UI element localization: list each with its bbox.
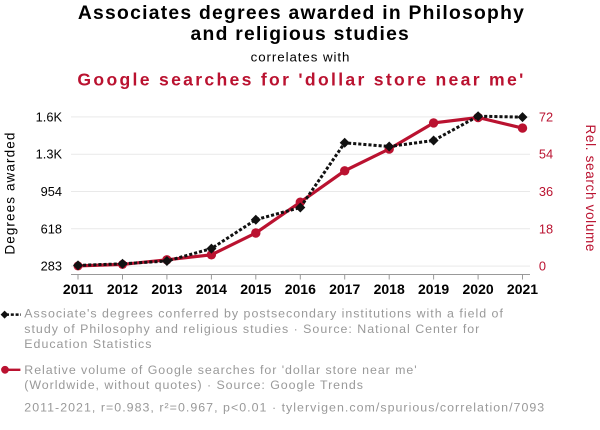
svg-text:954: 954 [41,184,62,199]
svg-text:2016: 2016 [285,281,316,297]
svg-text:and religious studies: and religious studies [191,24,411,45]
svg-text:618: 618 [41,221,62,236]
svg-text:36: 36 [539,184,553,199]
svg-text:2017: 2017 [329,281,360,297]
svg-text:2011-2021, r=0.983, r²=0.967,: 2011-2021, r=0.983, r²=0.967, p<0.01 · t… [24,400,545,414]
svg-text:2013: 2013 [151,281,182,297]
svg-text:0: 0 [539,259,546,274]
svg-text:2019: 2019 [418,281,449,297]
svg-text:2011: 2011 [63,281,94,297]
svg-text:283: 283 [41,259,62,274]
svg-text:Google searches for 'dollar st: Google searches for 'dollar store near m… [77,69,525,89]
svg-text:18: 18 [539,221,553,236]
svg-text:2015: 2015 [240,281,271,297]
svg-text:2018: 2018 [374,281,405,297]
svg-text:study of Philosophy and religi: study of Philosophy and religious studie… [24,322,480,336]
svg-text:2020: 2020 [463,281,494,297]
svg-text:72: 72 [539,109,553,124]
svg-text:2012: 2012 [107,281,138,297]
svg-text:Associates degrees awarded in: Associates degrees awarded in Philosophy [78,3,525,24]
svg-text:Degrees awarded: Degrees awarded [3,132,18,255]
svg-text:2014: 2014 [196,281,227,297]
svg-text:Rel. search volume: Rel. search volume [583,124,598,252]
svg-text:Relative volume of Google sear: Relative volume of Google searches for '… [24,363,417,377]
svg-text:Associate's degrees conferred: Associate's degrees conferred by postsec… [24,307,504,321]
svg-text:correlates with: correlates with [251,50,351,65]
svg-text:Education Statistics: Education Statistics [24,337,152,351]
svg-text:54: 54 [539,147,553,162]
svg-text:2021: 2021 [507,281,538,297]
svg-text:1.3K: 1.3K [36,147,63,162]
svg-text:1.6K: 1.6K [36,109,63,124]
svg-text:(Worldwide, without quotes) ·: (Worldwide, without quotes) · Source: Go… [24,378,364,392]
